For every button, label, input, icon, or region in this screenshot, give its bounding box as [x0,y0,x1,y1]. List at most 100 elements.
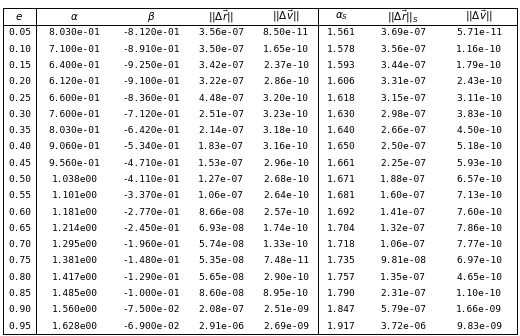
Text: 6.93e-08: 6.93e-08 [198,224,244,233]
Text: 8.60e-08: 8.60e-08 [198,289,244,298]
Text: 3.15e-07: 3.15e-07 [380,93,426,102]
Text: 2.96e-10: 2.96e-10 [263,159,309,168]
Text: 1.650: 1.650 [327,142,356,152]
Text: 9.83e-09: 9.83e-09 [456,322,502,331]
Text: 1.101e00: 1.101e00 [51,191,97,200]
Text: 1.704: 1.704 [327,224,356,233]
Text: 0.85: 0.85 [8,289,31,298]
Text: 1.757: 1.757 [327,273,356,282]
Text: 2.64e-10: 2.64e-10 [263,191,309,200]
Text: 1.381e00: 1.381e00 [51,256,97,265]
Text: -7.500e-02: -7.500e-02 [122,305,179,314]
Text: 7.600e-01: 7.600e-01 [48,110,100,119]
Text: 3.16e-10: 3.16e-10 [263,142,309,152]
Text: 1.417e00: 1.417e00 [51,273,97,282]
Text: 1.561: 1.561 [327,28,356,37]
Text: 3.22e-07: 3.22e-07 [198,77,244,86]
Text: 0.50: 0.50 [8,175,31,184]
Text: 6.600e-01: 6.600e-01 [48,93,100,102]
Text: 3.83e-10: 3.83e-10 [456,110,502,119]
Text: 9.560e-01: 9.560e-01 [48,159,100,168]
Text: 0.95: 0.95 [8,322,31,331]
Text: 1.53e-07: 1.53e-07 [198,159,244,168]
Text: 3.42e-07: 3.42e-07 [198,61,244,70]
Text: 1.295e00: 1.295e00 [51,240,97,249]
Text: 5.74e-08: 5.74e-08 [198,240,244,249]
Text: 1.485e00: 1.485e00 [51,289,97,298]
Text: 2.50e-07: 2.50e-07 [380,142,426,152]
Text: 9.060e-01: 9.060e-01 [48,142,100,152]
Text: 1.628e00: 1.628e00 [51,322,97,331]
Text: 2.68e-10: 2.68e-10 [263,175,309,184]
Text: 0.35: 0.35 [8,126,31,135]
Text: 1.214e00: 1.214e00 [51,224,97,233]
Text: 1.735: 1.735 [327,256,356,265]
Text: -8.360e-01: -8.360e-01 [122,93,179,102]
Text: 1.10e-10: 1.10e-10 [456,289,502,298]
Text: 1.718: 1.718 [327,240,356,249]
Text: 1.671: 1.671 [327,175,356,184]
Text: 1.35e-07: 1.35e-07 [380,273,426,282]
Text: 5.71e-11: 5.71e-11 [456,28,502,37]
Text: 1.66e-09: 1.66e-09 [456,305,502,314]
Text: $||\Delta\vec{v}||$: $||\Delta\vec{v}||$ [272,9,300,24]
Text: 6.400e-01: 6.400e-01 [48,61,100,70]
Text: -2.450e-01: -2.450e-01 [122,224,179,233]
Text: 7.60e-10: 7.60e-10 [456,208,502,217]
Text: 1.06e-07: 1.06e-07 [380,240,426,249]
Text: 2.51e-09: 2.51e-09 [263,305,309,314]
Text: $e$: $e$ [16,11,23,22]
Text: 0.90: 0.90 [8,305,31,314]
Text: 5.35e-08: 5.35e-08 [198,256,244,265]
Text: -6.420e-01: -6.420e-01 [122,126,179,135]
Text: 1.917: 1.917 [327,322,356,331]
Text: 9.81e-08: 9.81e-08 [380,256,426,265]
Text: 7.86e-10: 7.86e-10 [456,224,502,233]
Text: 8.95e-10: 8.95e-10 [263,289,309,298]
Text: 5.79e-07: 5.79e-07 [380,305,426,314]
Text: 5.18e-10: 5.18e-10 [456,142,502,152]
Text: -7.120e-01: -7.120e-01 [122,110,179,119]
Text: 0.80: 0.80 [8,273,31,282]
Text: 3.69e-07: 3.69e-07 [380,28,426,37]
Text: 1.038e00: 1.038e00 [51,175,97,184]
Text: 0.40: 0.40 [8,142,31,152]
Text: 2.14e-07: 2.14e-07 [198,126,244,135]
Text: 1.790: 1.790 [327,289,356,298]
Text: 0.20: 0.20 [8,77,31,86]
Text: 1.16e-10: 1.16e-10 [456,45,502,54]
Text: 0.45: 0.45 [8,159,31,168]
Text: 6.97e-10: 6.97e-10 [456,256,502,265]
Text: 2.66e-07: 2.66e-07 [380,126,426,135]
Text: 2.98e-07: 2.98e-07 [380,110,426,119]
Text: 0.75: 0.75 [8,256,31,265]
Text: $||\Delta\vec{v}||$: $||\Delta\vec{v}||$ [465,9,493,24]
Text: 2.08e-07: 2.08e-07 [198,305,244,314]
Text: 1.692: 1.692 [327,208,356,217]
Text: -9.250e-01: -9.250e-01 [122,61,179,70]
Text: 1.578: 1.578 [327,45,356,54]
Text: 2.31e-07: 2.31e-07 [380,289,426,298]
Text: 3.44e-07: 3.44e-07 [380,61,426,70]
Text: -2.770e-01: -2.770e-01 [122,208,179,217]
Text: 1.88e-07: 1.88e-07 [380,175,426,184]
Text: -6.900e-02: -6.900e-02 [122,322,179,331]
Text: -8.910e-01: -8.910e-01 [122,45,179,54]
Text: 1.847: 1.847 [327,305,356,314]
Text: 6.120e-01: 6.120e-01 [48,77,100,86]
Text: 1.79e-10: 1.79e-10 [456,61,502,70]
Text: 1.618: 1.618 [327,93,356,102]
Text: 2.37e-10: 2.37e-10 [263,61,309,70]
Text: 8.030e-01: 8.030e-01 [48,28,100,37]
Text: 3.31e-07: 3.31e-07 [380,77,426,86]
Text: 0.15: 0.15 [8,61,31,70]
Text: 1.593: 1.593 [327,61,356,70]
Text: 5.65e-08: 5.65e-08 [198,273,244,282]
Text: 4.48e-07: 4.48e-07 [198,93,244,102]
Text: $||\Delta\vec{r}||$: $||\Delta\vec{r}||$ [208,8,234,25]
Text: 1.06e-07: 1.06e-07 [198,191,244,200]
Text: 1.606: 1.606 [327,77,356,86]
Text: 3.56e-07: 3.56e-07 [380,45,426,54]
Text: 2.57e-10: 2.57e-10 [263,208,309,217]
Text: 7.100e-01: 7.100e-01 [48,45,100,54]
